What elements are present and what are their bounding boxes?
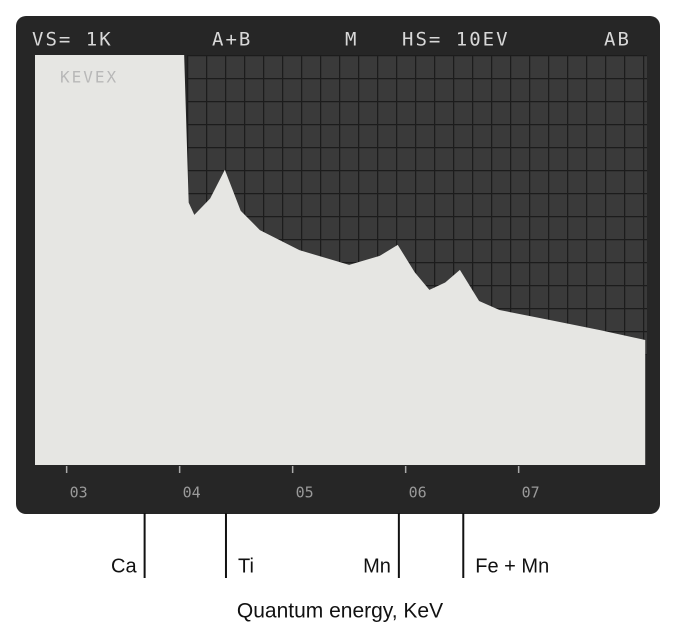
header-label: A+B: [212, 29, 252, 51]
x-tick-label: 03: [70, 484, 88, 502]
x-tick-label: 05: [296, 484, 314, 502]
header-label: AB: [604, 29, 631, 51]
header-label: M: [345, 29, 358, 51]
header-label: HS= 10EV: [402, 29, 510, 51]
element-label: Ti: [238, 555, 254, 577]
x-axis-label: Quantum energy, KeV: [237, 600, 443, 623]
x-tick-label: 07: [522, 484, 540, 502]
element-label: Ca: [111, 555, 137, 577]
element-label: Mn: [363, 555, 391, 577]
x-tick-label: 06: [409, 484, 427, 502]
spectrum-area: [35, 55, 646, 465]
x-tick-label: 04: [183, 484, 201, 502]
brand-label: KEVEX: [60, 68, 118, 87]
header-label: VS= 1K: [32, 29, 113, 51]
element-label: Fe + Mn: [475, 555, 549, 577]
